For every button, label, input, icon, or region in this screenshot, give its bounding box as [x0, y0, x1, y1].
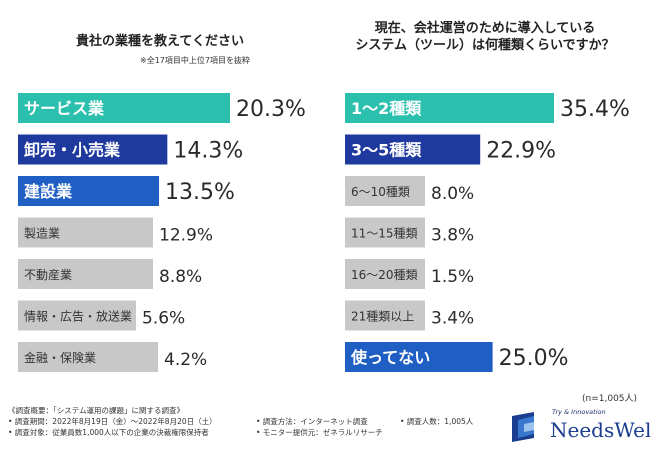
chart-1-category-label: サービス業: [24, 99, 105, 118]
chart-2-title-line-1: 現在、会社運営のために導入している: [374, 21, 596, 36]
chart-1-value-label: 14.3%: [173, 139, 243, 164]
charts-canvas: サービス業 20.3% 卸売・小売業 14.3% 建設業 13.5% 製造業 12.9% 不動産…: [18, 93, 630, 372]
chart-2-value-label: 3.8%: [431, 226, 474, 246]
chart-1-category-label: 金融・保険業: [24, 350, 96, 365]
chart-1-bar: [18, 300, 136, 331]
chart-2-value-label: 1.5%: [431, 267, 474, 287]
chart-2-category-label: 6〜10種類: [351, 185, 410, 199]
chart-2-value-label: 8.0%: [431, 184, 474, 204]
chart-2-bar: [345, 93, 554, 123]
chart-2-bar: [345, 259, 425, 289]
chart-2-bar: [345, 300, 425, 331]
chart-2-bar: [345, 134, 481, 165]
chart-1-value-label: 8.8%: [159, 267, 202, 287]
chart-1-value-label: 13.5%: [165, 180, 235, 205]
chart-1-category-label: 建設業: [24, 182, 73, 201]
chart-1-value-label: 12.9%: [159, 226, 213, 246]
chart-1-category-label: 不動産業: [24, 267, 72, 282]
chart-1-category-label: 製造業: [24, 227, 60, 241]
chart-2-value-label: 22.9%: [486, 139, 556, 164]
chart-1-title: 貴社の業種を教えてください: [76, 34, 244, 49]
chart-1-category-label: 卸売・小売業: [24, 141, 121, 160]
logo-tagline: Try & Innovation: [552, 408, 606, 416]
chart-1-bar: [18, 93, 230, 123]
chart-2-category-label: 1〜2種類: [351, 99, 422, 118]
survey-target: • 調査対象：従業員数1,000人以下の企業の決裁権限保持者: [8, 428, 209, 437]
chart-1-value-label: 20.3%: [236, 97, 306, 122]
chart-1-category-label: 情報・広告・放送業: [24, 309, 132, 324]
chart-2-category-label: 11〜15種類: [351, 227, 418, 241]
chart-2-value-label: 25.0%: [499, 346, 569, 371]
chart-2-value-label: 3.4%: [431, 309, 474, 329]
chart-1-value-label: 5.6%: [142, 309, 185, 329]
chart-2-bar: [345, 342, 493, 372]
logo-name: NeedsWell: [550, 418, 650, 442]
survey-respondents: • 調査人数：1,005人: [400, 417, 474, 426]
chart-1-bar: [18, 176, 159, 206]
survey-method: • 調査方法：インターネット調査: [256, 417, 368, 426]
chart-2-category-label: 16〜20種類: [351, 268, 418, 282]
survey-monitor: • モニター提供元：ゼネラルリサーチ: [256, 428, 383, 437]
chart-2-bar: [345, 176, 425, 206]
chart-2-category-label: 使ってない: [350, 348, 430, 367]
sample-size: (n=1,005人): [582, 394, 638, 404]
needswell-logo-icon: [512, 412, 534, 442]
chart-1-bar: [18, 342, 158, 372]
chart-2-title-line-2: システム（ツール）は何種類くらいですか？: [355, 38, 615, 53]
survey-period: • 調査期間：2022年8月19日（金）〜2022年8月20日（土）: [8, 417, 217, 426]
chart-1-bar: [18, 259, 153, 289]
chart-2-bar: [345, 217, 425, 248]
chart-1-value-label: 4.2%: [164, 350, 207, 370]
chart-2-title: 現在、会社運営のために導入している システム（ツール）は何種類くらいですか？: [335, 20, 635, 54]
chart-2-category-label: 3〜5種類: [351, 141, 422, 160]
chart-2-value-label: 35.4%: [560, 97, 630, 122]
chart-1-bar: [18, 134, 168, 165]
survey-footer: 《調査概要：「システム運用の課題」に関する調査》 • 調査期間：2022年8月1…: [8, 405, 217, 438]
survey-overview: 《調査概要：「システム運用の課題」に関する調査》: [8, 406, 185, 415]
chart-2-category-label: 21種類以上: [351, 310, 414, 324]
chart-1-note: ※全17項目中上位7項目を抜粋: [140, 56, 250, 65]
chart-1-bar: [18, 217, 153, 248]
